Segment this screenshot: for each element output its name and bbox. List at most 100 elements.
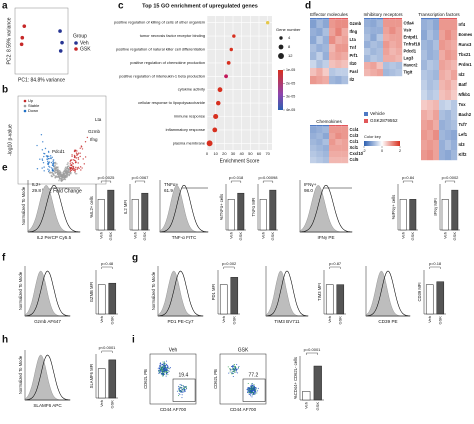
term-dot [232,34,236,38]
volcano-point [66,166,69,168]
event [254,389,256,391]
volcano-point [65,168,68,170]
event [160,371,162,373]
bar [436,281,445,315]
volcano-point [79,147,81,149]
event [178,387,180,389]
event [254,386,256,388]
event [177,385,179,387]
volcano-point [65,170,68,173]
event [179,390,181,392]
heatmap-cell [451,90,458,101]
group-label: GSK [437,316,442,325]
heatmap-cell [439,140,446,151]
event [247,382,249,384]
p-value: p=0.0025 [98,175,116,180]
volcano-point [62,170,65,173]
heatmap-cell [427,40,434,51]
heatmap-cell [316,157,323,164]
heatmap-cell [395,34,403,42]
volcano-point [64,171,66,174]
group-label: Veh [400,232,405,239]
volcano-point [43,155,45,158]
bar [269,189,277,231]
heatmap-cell [427,100,434,111]
p-value: p=0.48 [101,261,114,266]
event [164,362,166,364]
heatmap-cell [445,70,452,81]
term-label: tumor necrosis factor receptor binding [140,33,205,38]
gene-label: Prf1 [350,53,359,58]
heatmap-cell [376,34,384,42]
volcano-point [41,159,44,161]
event [232,366,234,368]
group-label: Veh [98,232,103,239]
event [179,387,181,389]
y-axis-label: Normalized To Mode [21,186,26,225]
x-tick-label: 60 [257,151,262,156]
heatmap-cell [433,140,440,151]
bar [108,359,117,399]
x-tick-label: 50 [248,151,253,156]
volcano-point [74,173,77,175]
volcano-point [78,167,80,170]
volcano-point [50,161,53,164]
legend-title: Gene number [276,27,301,32]
group-label: Veh [99,316,104,323]
volcano-point [71,169,73,171]
heatmap-cell [433,120,440,131]
term-dot [229,47,233,52]
event [167,372,169,374]
heatmap-cell [310,44,317,53]
term-label: positive regulation of natural killer ce… [116,47,205,52]
event [180,391,182,393]
volcano-point [49,155,52,157]
heatmap-cell [335,145,342,152]
heatmap-cell [341,20,349,29]
bar [97,199,105,231]
volcano-point [72,162,74,165]
event [181,391,183,393]
heatmap-cell [389,20,396,28]
volcano-point [80,146,83,148]
event [168,367,170,369]
heatmap-cell [335,127,342,134]
group-label: Veh [260,232,265,239]
group-label: Veh [221,316,226,323]
event [229,371,231,373]
gene-label: Tigit [404,70,413,75]
volcano-point [63,170,66,172]
bar [325,284,334,315]
gate [172,378,196,402]
heatmap-cell [376,48,384,56]
legend-swatch [23,109,27,113]
heatmap-cell [395,62,403,70]
event [163,362,165,364]
gene-label: Batf [459,82,468,87]
plot-title: Veh [169,347,178,353]
event [250,393,252,395]
volcano-point [41,149,44,151]
volcano-point [75,152,78,154]
volcano-point [58,176,61,178]
heatmap-cell [329,151,336,158]
event [181,394,183,396]
volcano-point [52,164,55,167]
heatmap-cell [364,20,371,28]
volcano-point [48,169,50,171]
heatmap-cell [421,30,428,41]
p-value: p=0.018 [229,175,244,180]
event [181,386,183,388]
event [248,387,250,389]
event [247,388,249,390]
y-axis-label: %CD44+ CD62L- cells [293,357,298,399]
volcano-point [60,173,62,175]
heatmap-cell [389,48,396,56]
heatmap-cell [316,52,323,61]
heatmap-cell [310,76,317,85]
volcano-point [67,162,69,164]
heatmap-cell [329,68,336,77]
y-axis-label: Normalized To Mode [18,355,23,394]
event [250,391,252,393]
group-label: Veh [132,232,137,239]
